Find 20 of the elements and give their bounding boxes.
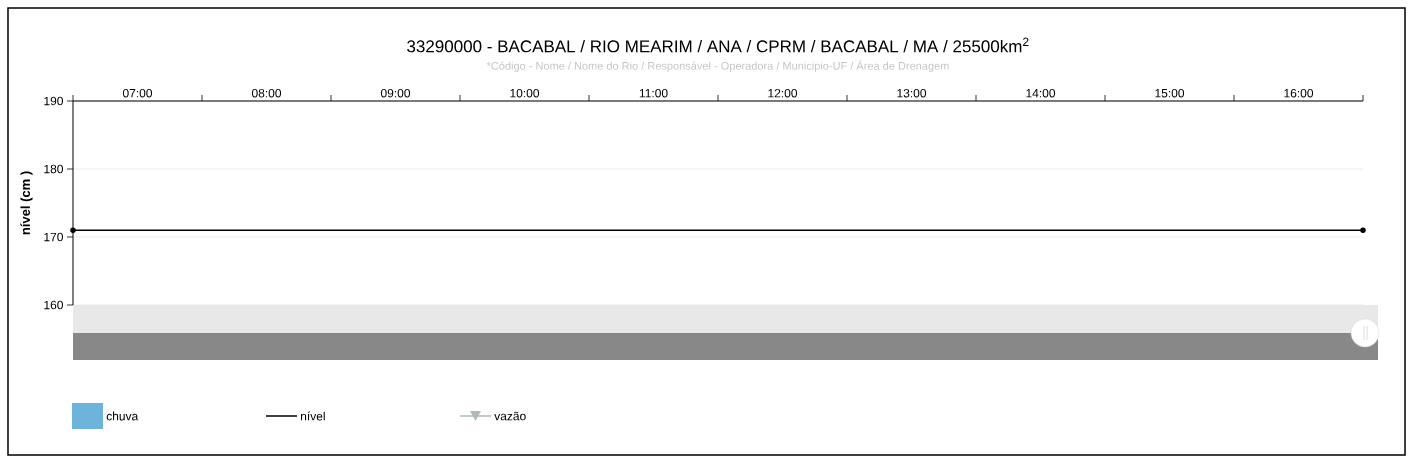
x-tick-label: 07:00 — [122, 88, 153, 98]
y-tick-label: 160 — [44, 300, 63, 310]
x-tick-label: 12:00 — [768, 88, 798, 98]
legend-label: nível — [301, 411, 325, 421]
x-tick-label: 10:00 — [510, 88, 540, 98]
x-tick-label: 09:00 — [380, 88, 411, 98]
x-tick-label: 16:00 — [1284, 88, 1314, 98]
x-tick-label: 08:00 — [251, 88, 282, 98]
y-tick-label: 190 — [44, 96, 63, 106]
x-tick-label: 14:00 — [1026, 88, 1056, 98]
x-tick-label: 15:00 — [1155, 88, 1185, 98]
chart-subtitle: *Código - Nome / Nome do Rio / Responsável - Operadora / Municipio-UF / Área de Drenagem — [486, 60, 949, 72]
y-axis-title: nível (cm ) — [20, 171, 33, 235]
legend-label: chuva — [106, 411, 139, 421]
x-tick-label: 13:00 — [897, 88, 927, 98]
y-tick-label: 170 — [44, 232, 63, 242]
y-tick-label: 180 — [44, 164, 63, 174]
x-tick-label: 11:00 — [639, 88, 668, 98]
legend-label: vazão — [494, 411, 526, 421]
chart-title: 33290000 - BACABAL / RIO MEARIM / ANA / CPRM / BACABAL / MA / 25500km$^{2}$ — [407, 37, 1029, 53]
